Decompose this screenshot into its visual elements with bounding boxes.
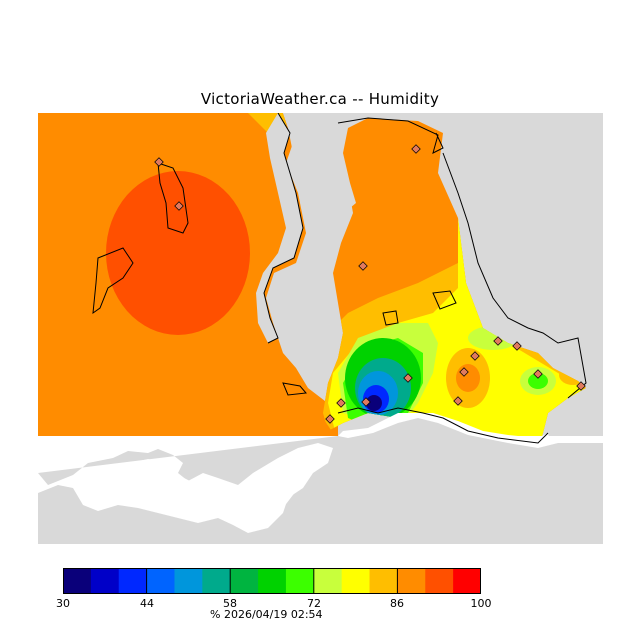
colorbar-swatch: [230, 568, 259, 594]
station-marker: [411, 144, 421, 154]
colorbar: [63, 568, 481, 594]
colorbar-swatch: [313, 568, 343, 594]
station-marker: [576, 381, 586, 391]
station-marker: [358, 261, 368, 271]
colorbar-tick: 44: [140, 597, 154, 610]
colorbar-swatch: [285, 568, 315, 594]
colorbar-swatch: [118, 568, 148, 594]
east-water: [443, 113, 603, 343]
north-water: [283, 113, 356, 223]
station-marker: [470, 351, 480, 361]
colorbar-tick: 30: [56, 597, 70, 610]
colorbar-swatch: [63, 568, 92, 594]
humidity-map: [38, 113, 603, 544]
colorbar-swatch: [453, 568, 481, 594]
station-marker: [512, 341, 522, 351]
colorbar-swatch: [369, 568, 398, 594]
colorbar-swatch: [397, 568, 426, 594]
station-marker: [325, 414, 335, 424]
station-marker: [459, 367, 469, 377]
weather-stations: [154, 144, 586, 424]
station-marker: [336, 398, 346, 408]
colorbar-tick: 86: [390, 597, 404, 610]
colorbar-tick: 100: [470, 597, 492, 610]
station-marker: [493, 336, 503, 346]
humidity-core-west: [106, 171, 250, 335]
station-marker: [174, 201, 184, 211]
colorbar-swatch: [146, 568, 175, 594]
dark-blue-core: [366, 395, 382, 411]
colorbar-swatch: [425, 568, 454, 594]
green-patch-e2: [528, 373, 548, 389]
colorbar-border: [63, 568, 481, 594]
colorbar-swatch: [90, 568, 120, 594]
coastlines: [92, 113, 587, 444]
colorbar-swatch: [258, 568, 287, 594]
station-marker: [361, 397, 371, 407]
us-land-south: [38, 418, 603, 544]
colorbar-tick: 72: [307, 597, 321, 610]
station-marker: [154, 157, 164, 167]
station-marker: [533, 369, 543, 379]
timestamp-caption: % 2026/04/19 02:54: [210, 608, 323, 621]
colorbar-swatch: [202, 568, 231, 594]
map-title: VictoriaWeather.ca -- Humidity: [200, 90, 440, 108]
station-marker: [453, 396, 463, 406]
colorbar-swatch: [341, 568, 371, 594]
colorbar-tick: 58: [223, 597, 237, 610]
san-juan-water: [78, 451, 323, 523]
saanich-inlet: [256, 113, 303, 343]
station-marker: [403, 373, 413, 383]
orange-core-east: [456, 364, 480, 392]
colorbar-swatch: [174, 568, 203, 594]
